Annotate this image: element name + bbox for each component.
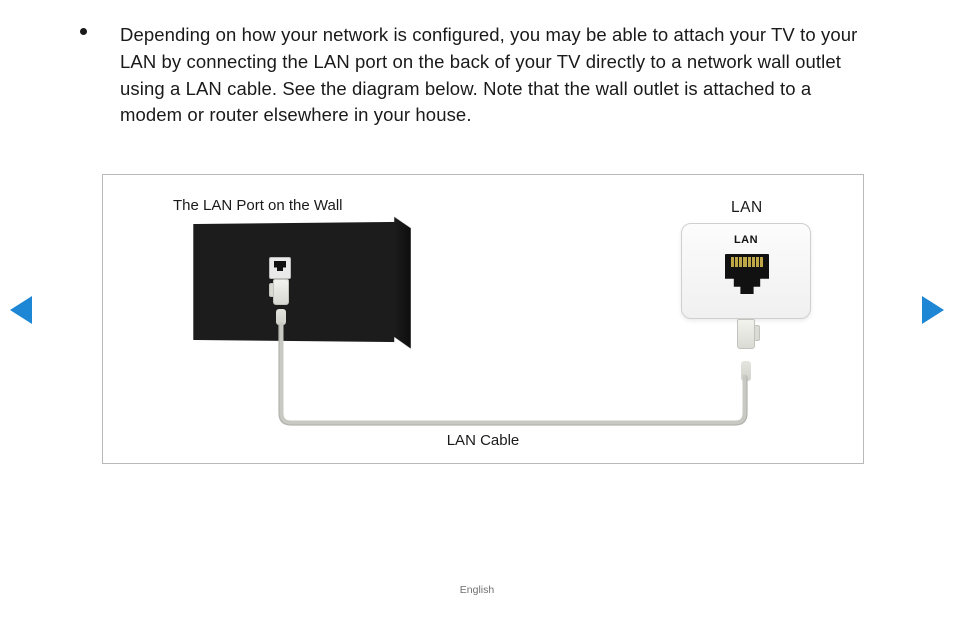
lan-port-text: LAN xyxy=(682,234,810,246)
lan-panel-label: LAN xyxy=(731,199,763,217)
wall-jack-icon xyxy=(269,257,291,279)
wall-port-label: The LAN Port on the Wall xyxy=(173,197,343,214)
tv-lan-port-panel: LAN xyxy=(681,223,811,319)
footer-language: English xyxy=(0,584,954,596)
wall-plate-graphic xyxy=(193,222,394,342)
manual-page: Depending on how your network is configu… xyxy=(0,0,954,624)
next-page-arrow[interactable] xyxy=(922,296,944,324)
lan-cable-label: LAN Cable xyxy=(103,432,863,449)
rj45-pins xyxy=(731,257,763,267)
body-paragraph-text: Depending on how your network is configu… xyxy=(120,24,857,125)
body-paragraph-block: Depending on how your network is configu… xyxy=(100,22,870,129)
diagram-frame: The LAN Port on the Wall LAN LAN xyxy=(102,174,864,464)
previous-page-arrow[interactable] xyxy=(10,296,32,324)
rj45-plug-wall-side xyxy=(273,279,289,315)
rj45-plug-tv-side xyxy=(737,319,755,367)
bullet-icon xyxy=(80,28,87,35)
